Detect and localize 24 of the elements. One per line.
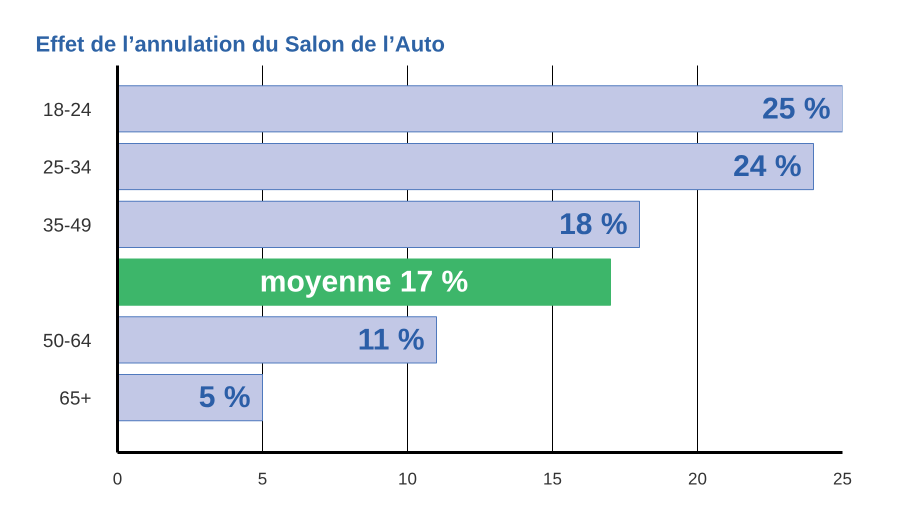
x-tick-label: 25 (833, 470, 852, 488)
data-label: 24 % (733, 150, 802, 184)
y-tick-label: 35-49 (42, 215, 92, 236)
chart-title: Effet de l’annulation du Salon de l’Auto (36, 32, 445, 56)
data-label: 18 % (559, 208, 628, 241)
bar (118, 374, 263, 422)
y-tick-label: 18-24 (42, 100, 92, 121)
data-label: 11 % (358, 323, 425, 356)
bar (118, 85, 842, 132)
x-tick-label: 5 (258, 470, 268, 488)
bar (118, 200, 640, 248)
x-tick-label: 10 (398, 470, 417, 488)
bar (118, 316, 437, 364)
x-tick-label: 20 (688, 470, 707, 488)
bar (118, 258, 611, 306)
y-tick-label: 65+ (59, 388, 92, 410)
data-label: moyenne 17 % (260, 266, 468, 299)
y-tick-label: 50-64 (42, 330, 92, 352)
data-label: 25 % (762, 92, 831, 126)
y-tick-label: 25-34 (42, 158, 92, 179)
x-tick-label: 0 (112, 470, 122, 488)
data-label: 5 % (198, 381, 251, 414)
x-tick-label: 15 (543, 470, 562, 488)
bar (118, 142, 814, 190)
